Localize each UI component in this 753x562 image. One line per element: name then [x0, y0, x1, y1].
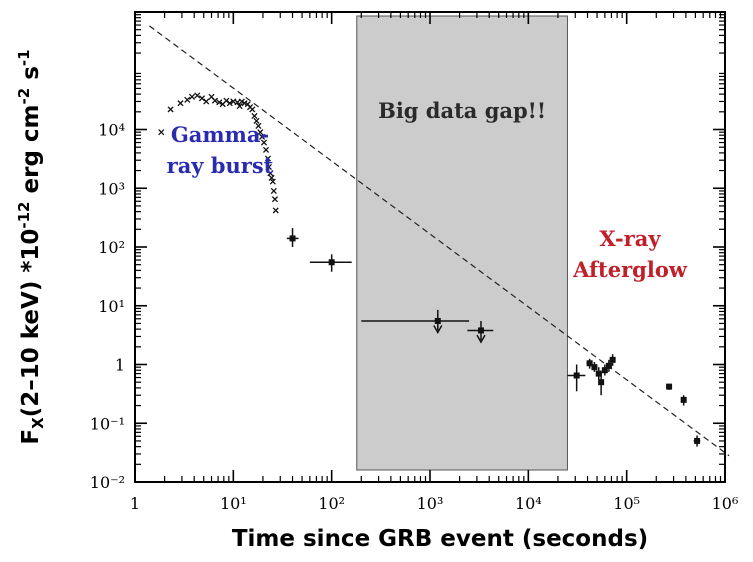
- gamma-ray-point-7: [203, 98, 210, 105]
- gamma-ray-point-13: [226, 100, 233, 107]
- xray-point-7: [595, 367, 602, 380]
- gamma-ray-point-23: [253, 117, 260, 124]
- xray-point-13: [680, 395, 687, 406]
- gamma-ray-point-0: [158, 129, 165, 136]
- y-tick-label: 10⁴: [98, 121, 125, 140]
- shaded-region-layer: [356, 15, 568, 471]
- gamma-ray-point-29: [264, 155, 272, 162]
- y-axis-title: FX(2–10 keV) *10-12 erg cm-2 s-1: [15, 49, 47, 444]
- y-tick-label: 10⁻²: [90, 473, 125, 492]
- xray-marker: [609, 356, 616, 363]
- gamma-ray-point-2: [177, 100, 184, 107]
- gamma-ray-point-10: [216, 99, 223, 106]
- xray-point-1: [309, 254, 352, 272]
- gamma-ray-point-32: [268, 174, 275, 181]
- gamma-ray-point-16: [236, 103, 243, 110]
- xray-marker: [434, 318, 441, 325]
- gamma-ray-point-15: [234, 99, 241, 106]
- gamma-ray-point-1: [167, 106, 174, 113]
- gamma-ray-point-28: [262, 146, 270, 153]
- data-gap-region: [356, 15, 568, 471]
- gamma-ray-point-5: [194, 92, 201, 99]
- gamma-ray-point-34: [270, 187, 277, 194]
- x-tick-label: 10³: [417, 494, 444, 513]
- xray-marker: [573, 372, 580, 379]
- gamma-ray-point-35: [271, 196, 279, 203]
- x-tick-label: 10²: [318, 494, 345, 513]
- gamma-ray-point-21: [249, 106, 256, 113]
- gamma-ray-point-3: [184, 96, 191, 103]
- xray-marker: [477, 327, 484, 334]
- gamma-ray-point-26: [259, 133, 266, 140]
- gamma-ray-point-22: [251, 112, 258, 120]
- x-tick-label: 10⁴: [515, 494, 542, 513]
- xray-point-3: [467, 321, 494, 344]
- xray-marker: [595, 370, 602, 377]
- y-tick-label: 1: [115, 356, 125, 375]
- gamma-ray-point-30: [265, 163, 272, 171]
- gamma-ray-point-36: [272, 207, 279, 214]
- xray-point-6: [591, 362, 598, 372]
- xray-point-5: [586, 358, 593, 369]
- x-tick-label: 10⁵: [613, 494, 640, 513]
- data-gap-label: Big data gap!!: [378, 98, 546, 123]
- xray-point-14: [693, 435, 701, 447]
- y-tick-label: 10³: [98, 179, 125, 198]
- y-tick-label: 10¹: [98, 297, 125, 316]
- annotation-0-line-0: Gamma-: [171, 122, 269, 147]
- x-tick-label: 10¹: [220, 494, 247, 513]
- xray-marker: [328, 259, 335, 266]
- annotations-layer: Big data gap!! Gamma-ray burst X-ray Afterg…: [167, 98, 688, 282]
- upper-limit-arrow: [433, 325, 443, 334]
- xray-point-9: [601, 364, 608, 376]
- xray-marker: [605, 362, 612, 369]
- xray-marker: [598, 379, 605, 386]
- xray-point-4: [567, 364, 586, 392]
- annotation-1-line-0: X-ray: [599, 226, 661, 251]
- xray-marker: [586, 360, 593, 367]
- xray-point-8: [598, 371, 605, 396]
- gamma-ray-point-24: [255, 122, 262, 129]
- y-tick-label: 10²: [98, 238, 125, 257]
- xray-marker: [289, 235, 296, 242]
- gamma-ray-point-25: [257, 129, 264, 136]
- x-tick-label: 1: [130, 494, 140, 513]
- y-tick-label: 10⁻¹: [90, 414, 125, 433]
- gamma-ray-point-27: [260, 139, 268, 146]
- fit-line: [149, 25, 730, 457]
- xray-marker: [694, 437, 701, 444]
- annotation-1-line-1: Afterglow: [572, 257, 688, 282]
- xray-point-10: [605, 359, 612, 372]
- xray-point-0: [286, 228, 299, 247]
- gamma-ray-point-6: [198, 95, 206, 102]
- x-axis-title: Time since GRB event (seconds): [232, 526, 648, 552]
- xray-marker: [666, 383, 673, 390]
- xray-point-11: [609, 354, 616, 366]
- xray-marker: [591, 364, 598, 371]
- data-points-layer: [158, 92, 701, 447]
- xray-point-12: [666, 383, 673, 390]
- fit-line-layer: [149, 25, 730, 457]
- annotation-0-line-1: ray burst: [167, 153, 274, 178]
- gamma-ray-point-33: [269, 178, 276, 185]
- gamma-ray-point-4: [188, 93, 196, 100]
- x-tick-label: 10⁶: [712, 494, 739, 513]
- xray-point-2: [361, 309, 470, 334]
- xray-marker: [601, 367, 608, 374]
- upper-limit-arrow: [476, 334, 486, 344]
- gamma-ray-point-9: [211, 97, 218, 104]
- xray-marker: [680, 396, 687, 403]
- gamma-ray-point-17: [238, 98, 245, 105]
- axes-layer: 1 10¹ 10² 10³ 10⁴ 10⁵ 10⁶ 10⁻² 10⁻¹ 1 10¹ 10² 10³ 10⁴: [90, 11, 739, 513]
- gamma-ray-point-31: [267, 170, 274, 177]
